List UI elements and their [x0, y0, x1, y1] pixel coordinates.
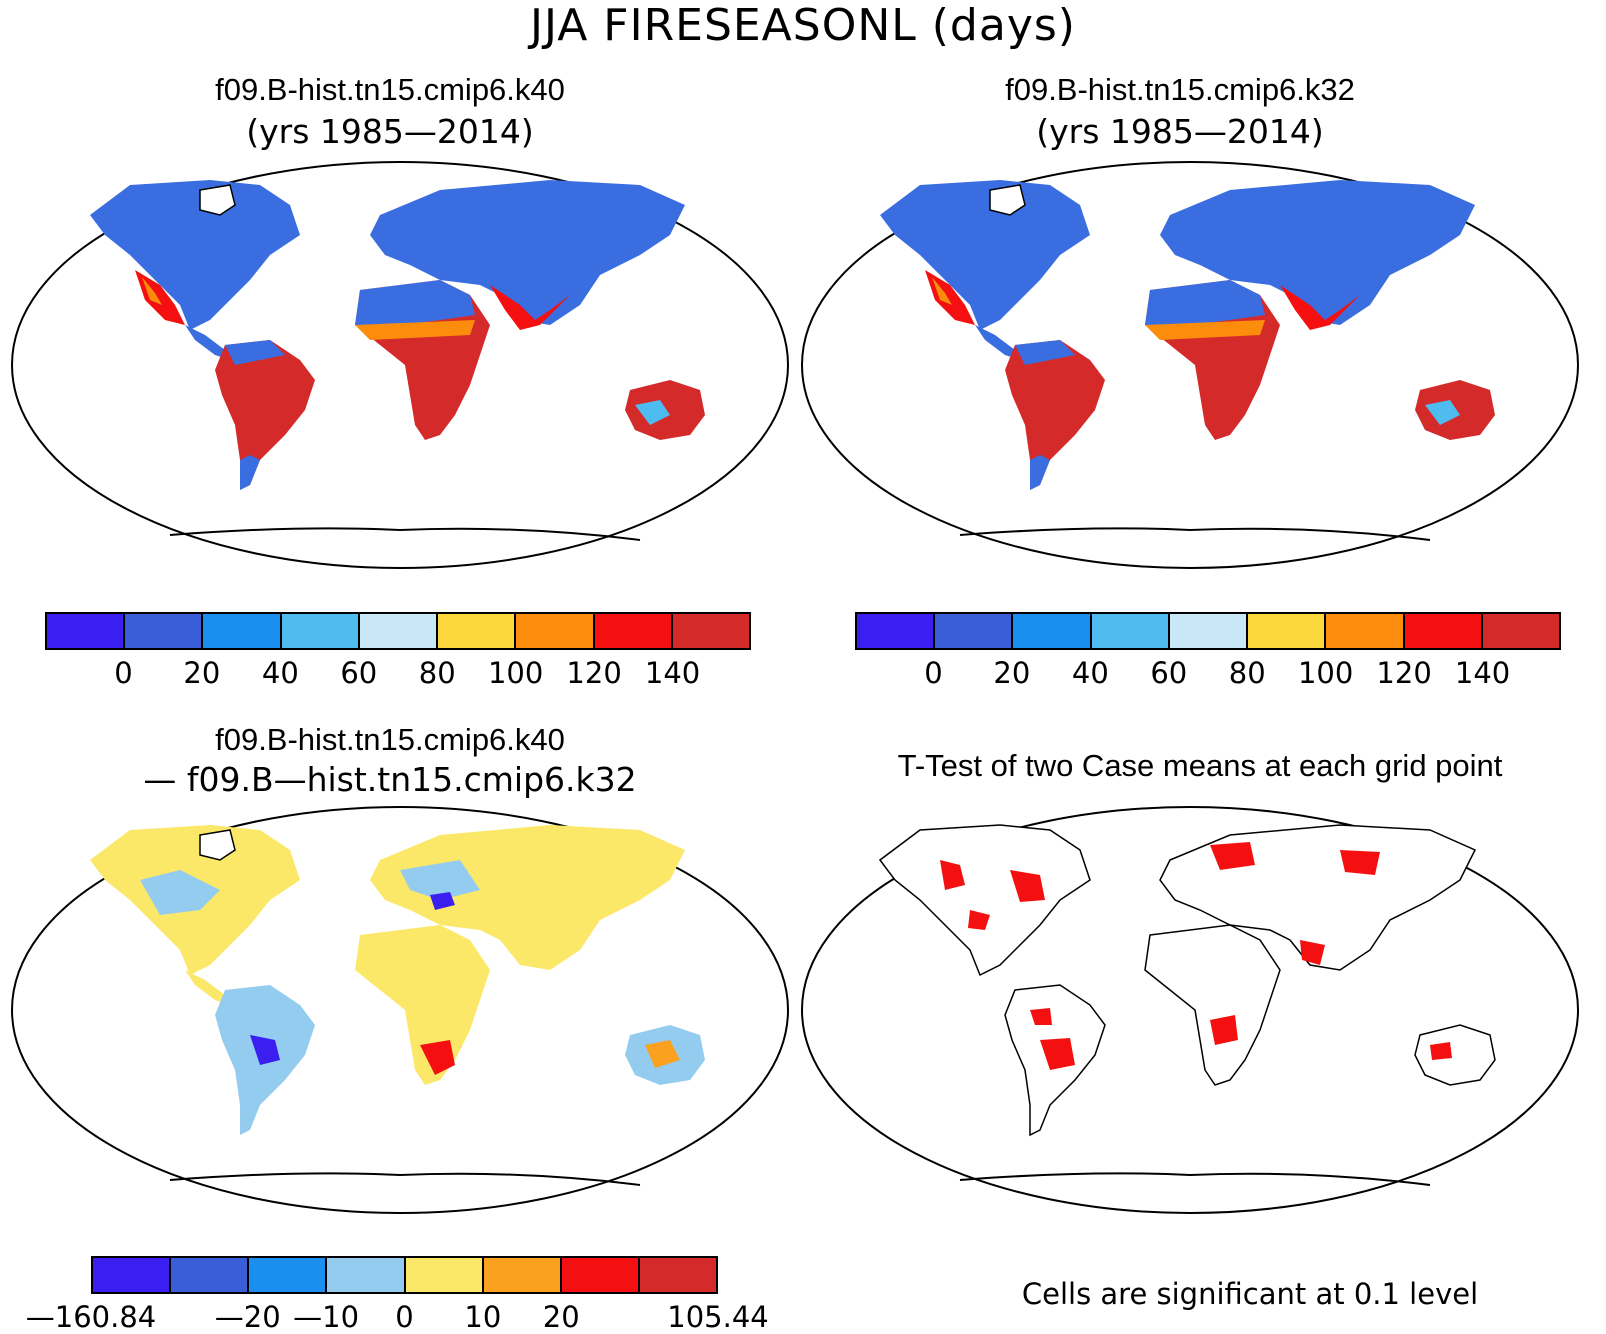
- colorbar-diff-swatch-7: [639, 1258, 716, 1292]
- panel-diff-title: f09.B-hist.tn15.cmip6.k40: [215, 722, 565, 757]
- map-k32-eurasia: [1160, 180, 1475, 325]
- colorbar-k40-tick-label: 60: [340, 656, 378, 690]
- colorbar-k40-swatch-1: [125, 614, 204, 648]
- colorbar-diff-tick-label: 105.44: [667, 1300, 769, 1334]
- colorbar-diff-tick-label: 10: [464, 1300, 502, 1334]
- colorbar-k32-swatch-0: [857, 614, 936, 648]
- colorbar-k40-tick-label: 100: [487, 656, 544, 690]
- colorbar-diff-swatch-6: [561, 1258, 640, 1292]
- colorbar-diff-swatch-5: [483, 1258, 562, 1292]
- colorbar-k40-tick-label: 40: [261, 656, 299, 690]
- colorbar-k32-swatch-5: [1248, 614, 1327, 648]
- colorbar-k40-tick-label: 0: [114, 656, 133, 690]
- map-k40-south-america: [215, 340, 315, 490]
- colorbar-k40-swatch-0: [47, 614, 126, 648]
- colorbar-k40: [45, 612, 751, 650]
- panel-k40-subtitle: (yrs 1985—2014): [246, 112, 534, 151]
- colorbar-k40-swatch-3: [281, 614, 360, 648]
- colorbar-k32-swatch-7: [1404, 614, 1483, 648]
- colorbar-diff-tick-label: —160.84: [25, 1300, 157, 1334]
- panel-k40-title: f09.B-hist.tn15.cmip6.k40: [215, 72, 565, 107]
- map-ttest-africa: [1144, 924, 1281, 1086]
- colorbar-k40-tick-label: 20: [183, 656, 221, 690]
- colorbar-k40-swatch-4: [359, 614, 439, 648]
- colorbar-k40-swatch-5: [438, 614, 517, 648]
- colorbar-k32-swatch-4: [1169, 614, 1249, 648]
- colorbar-diff-swatch-0: [93, 1258, 172, 1292]
- map-diff-africa: [355, 925, 490, 1085]
- colorbar-diff-tick-label: 0: [395, 1300, 414, 1334]
- colorbar-k32-tick-label: 40: [1071, 656, 1109, 690]
- colorbar-k32-swatch-3: [1091, 614, 1170, 648]
- colorbar-diff-swatch-4: [405, 1258, 484, 1292]
- map-k32-south-america: [1005, 340, 1105, 490]
- map-ttest-north-america: [878, 824, 1091, 977]
- colorbar-k32-swatch-8: [1482, 614, 1559, 648]
- colorbar-k32-swatch-6: [1326, 614, 1405, 648]
- colorbar-diff: [91, 1256, 718, 1294]
- colorbar-k40-tick-label: 80: [418, 656, 456, 690]
- colorbar-diff-tick-label: —10: [293, 1300, 360, 1334]
- colorbar-k40-swatch-7: [594, 614, 673, 648]
- colorbar-k32-tick-label: 120: [1376, 656, 1432, 690]
- panel-ttest-title: T-Test of two Case means at each grid po…: [897, 748, 1503, 783]
- map-k40-north-america: [90, 180, 300, 330]
- colorbar-diff-swatch-1: [171, 1258, 250, 1292]
- colorbar-diff-tick-label: —20: [214, 1300, 281, 1334]
- colorbar-k32-tick-label: 20: [993, 656, 1031, 690]
- colorbar-k32-tick-label: 0: [924, 656, 943, 690]
- colorbar-k32-tick-label: 140: [1454, 656, 1511, 690]
- panel-k32-subtitle: (yrs 1985—2014): [1036, 112, 1324, 151]
- colorbar-k40-swatch-2: [203, 614, 282, 648]
- colorbar-k32-tick-label: 60: [1150, 656, 1188, 690]
- colorbar-k32-tick-label: 80: [1228, 656, 1266, 690]
- colorbar-k40-swatch-8: [672, 614, 749, 648]
- colorbar-k40-tick-label: 140: [644, 656, 701, 690]
- colorbar-k32-swatch-1: [935, 614, 1014, 648]
- map-k32: [801, 161, 1579, 569]
- colorbar-diff-swatch-3: [327, 1258, 406, 1292]
- map-diff: [11, 806, 789, 1214]
- panel-k32-title: f09.B-hist.tn15.cmip6.k32: [1005, 72, 1355, 107]
- figure-title: JJA FIRESEASONL (days): [530, 0, 1076, 51]
- panel-diff-subtitle: — f09.B—hist.tn15.cmip6.k32: [143, 760, 637, 799]
- colorbar-k32: [855, 612, 1561, 650]
- map-ttest-australia: [1414, 1024, 1496, 1086]
- colorbar-k40-tick-label: 120: [566, 656, 622, 690]
- colorbar-k32-tick-label: 100: [1297, 656, 1354, 690]
- colorbar-diff-swatch-2: [249, 1258, 328, 1292]
- map-k32-north-america: [880, 180, 1090, 330]
- map-ttest: [801, 806, 1579, 1214]
- colorbar-diff-tick-label: 20: [542, 1300, 580, 1334]
- colorbar-k32-swatch-2: [1013, 614, 1092, 648]
- map-k40-eurasia: [370, 180, 685, 325]
- map-diff-eurasia: [370, 825, 685, 970]
- colorbar-k40-swatch-6: [516, 614, 595, 648]
- ttest-significance-note: Cells are significant at 0.1 level: [1021, 1277, 1479, 1311]
- map-k40: [11, 161, 789, 569]
